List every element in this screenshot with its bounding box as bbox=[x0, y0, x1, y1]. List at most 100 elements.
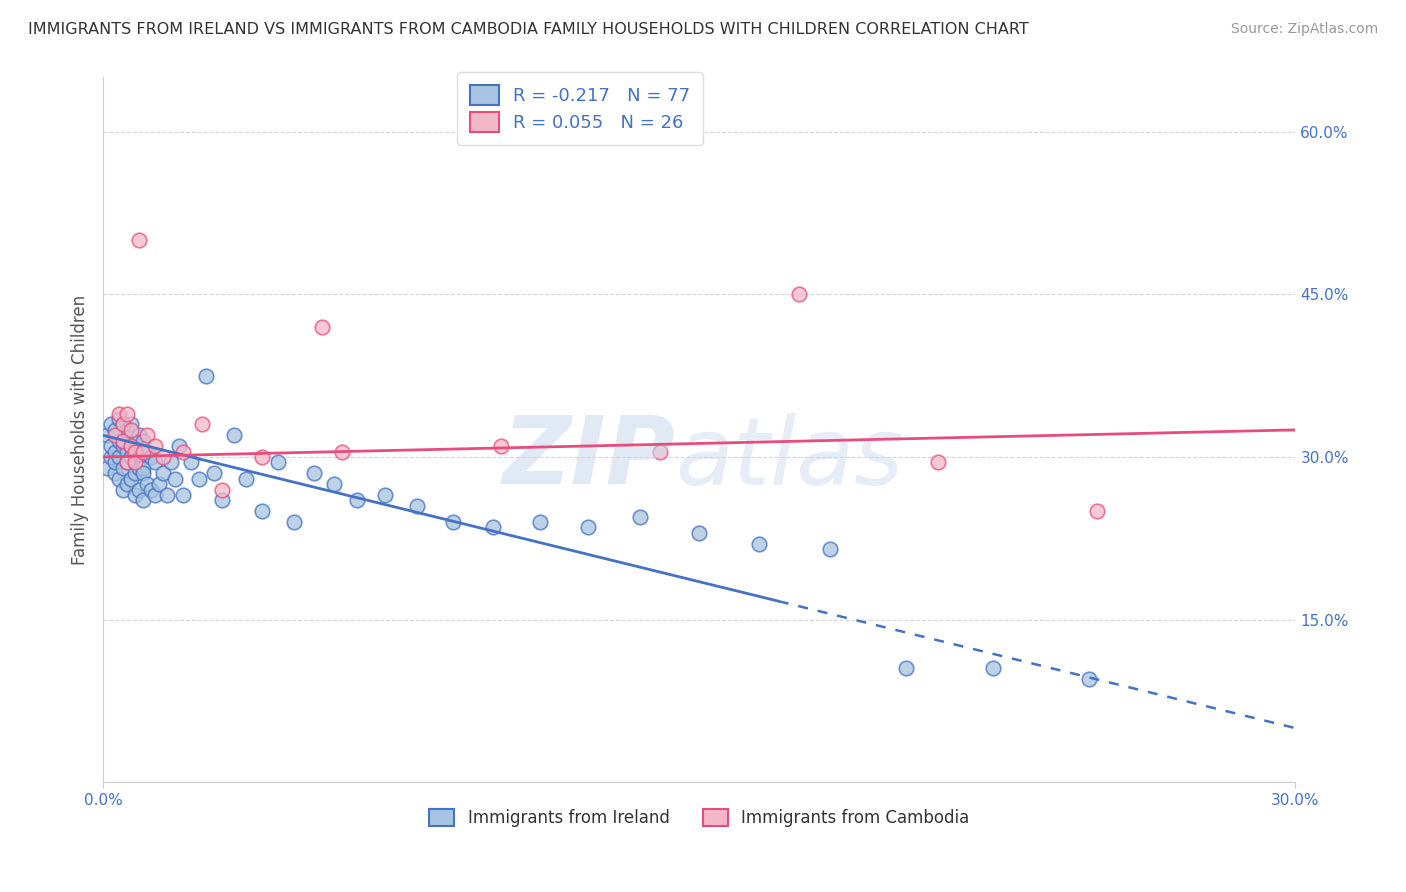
Point bbox=[330, 444, 353, 458]
Point bbox=[96, 428, 118, 442]
Point bbox=[172, 444, 194, 458]
Point bbox=[111, 417, 134, 432]
Point bbox=[108, 434, 131, 448]
Point bbox=[128, 450, 150, 464]
Point bbox=[120, 417, 142, 432]
Point bbox=[104, 455, 127, 469]
Point bbox=[139, 483, 162, 497]
Point bbox=[311, 319, 333, 334]
Point bbox=[187, 472, 209, 486]
Text: atlas: atlas bbox=[675, 413, 904, 504]
Point bbox=[120, 423, 142, 437]
Point bbox=[156, 488, 179, 502]
Point bbox=[104, 428, 127, 442]
Point bbox=[787, 287, 810, 301]
Point bbox=[132, 493, 155, 508]
Point bbox=[132, 460, 155, 475]
Point bbox=[374, 488, 396, 502]
Point bbox=[927, 455, 949, 469]
Text: Source: ZipAtlas.com: Source: ZipAtlas.com bbox=[1230, 22, 1378, 37]
Point bbox=[132, 434, 155, 448]
Point bbox=[688, 525, 710, 540]
Point bbox=[111, 417, 134, 432]
Point bbox=[152, 450, 174, 464]
Point bbox=[159, 455, 181, 469]
Point bbox=[346, 493, 368, 508]
Point bbox=[104, 444, 127, 458]
Point bbox=[143, 439, 166, 453]
Point bbox=[108, 472, 131, 486]
Point bbox=[148, 477, 170, 491]
Point bbox=[104, 467, 127, 481]
Point bbox=[135, 428, 157, 442]
Text: ZIP: ZIP bbox=[502, 412, 675, 504]
Point bbox=[211, 493, 233, 508]
Point bbox=[115, 423, 138, 437]
Point bbox=[283, 515, 305, 529]
Point bbox=[132, 444, 155, 458]
Point bbox=[124, 467, 146, 481]
Point bbox=[139, 450, 162, 464]
Point bbox=[108, 412, 131, 426]
Point bbox=[115, 407, 138, 421]
Point bbox=[167, 439, 190, 453]
Point bbox=[628, 509, 651, 524]
Legend: Immigrants from Ireland, Immigrants from Cambodia: Immigrants from Ireland, Immigrants from… bbox=[423, 803, 976, 834]
Point bbox=[1077, 673, 1099, 687]
Point bbox=[128, 428, 150, 442]
Point bbox=[894, 661, 917, 675]
Point bbox=[104, 423, 127, 437]
Point bbox=[124, 455, 146, 469]
Point bbox=[250, 450, 273, 464]
Y-axis label: Family Households with Children: Family Households with Children bbox=[72, 295, 89, 565]
Point bbox=[1085, 504, 1108, 518]
Point bbox=[235, 472, 257, 486]
Point bbox=[120, 450, 142, 464]
Point bbox=[576, 520, 599, 534]
Point bbox=[163, 472, 186, 486]
Point bbox=[211, 483, 233, 497]
Point bbox=[152, 467, 174, 481]
Text: IMMIGRANTS FROM IRELAND VS IMMIGRANTS FROM CAMBODIA FAMILY HOUSEHOLDS WITH CHILD: IMMIGRANTS FROM IRELAND VS IMMIGRANTS FR… bbox=[28, 22, 1029, 37]
Point bbox=[128, 233, 150, 247]
Point bbox=[96, 460, 118, 475]
Point bbox=[267, 455, 290, 469]
Point bbox=[648, 444, 671, 458]
Point bbox=[820, 542, 842, 557]
Point bbox=[983, 661, 1005, 675]
Point bbox=[132, 467, 155, 481]
Point bbox=[748, 537, 770, 551]
Point bbox=[115, 444, 138, 458]
Point bbox=[406, 499, 429, 513]
Point bbox=[120, 472, 142, 486]
Point bbox=[250, 504, 273, 518]
Point bbox=[128, 460, 150, 475]
Point bbox=[124, 434, 146, 448]
Point bbox=[135, 477, 157, 491]
Point bbox=[108, 450, 131, 464]
Point bbox=[115, 455, 138, 469]
Point bbox=[108, 407, 131, 421]
Point bbox=[124, 455, 146, 469]
Point bbox=[111, 434, 134, 448]
Point bbox=[202, 467, 225, 481]
Point bbox=[100, 450, 122, 464]
Point bbox=[441, 515, 464, 529]
Point bbox=[489, 439, 512, 453]
Point bbox=[111, 434, 134, 448]
Point bbox=[115, 455, 138, 469]
Point bbox=[120, 439, 142, 453]
Point bbox=[135, 444, 157, 458]
Point bbox=[195, 368, 218, 383]
Point bbox=[111, 483, 134, 497]
Point bbox=[180, 455, 202, 469]
Point bbox=[111, 460, 134, 475]
Point bbox=[124, 488, 146, 502]
Point bbox=[224, 428, 246, 442]
Point bbox=[115, 477, 138, 491]
Point bbox=[124, 444, 146, 458]
Point bbox=[191, 417, 214, 432]
Point bbox=[529, 515, 551, 529]
Point bbox=[128, 483, 150, 497]
Point bbox=[100, 439, 122, 453]
